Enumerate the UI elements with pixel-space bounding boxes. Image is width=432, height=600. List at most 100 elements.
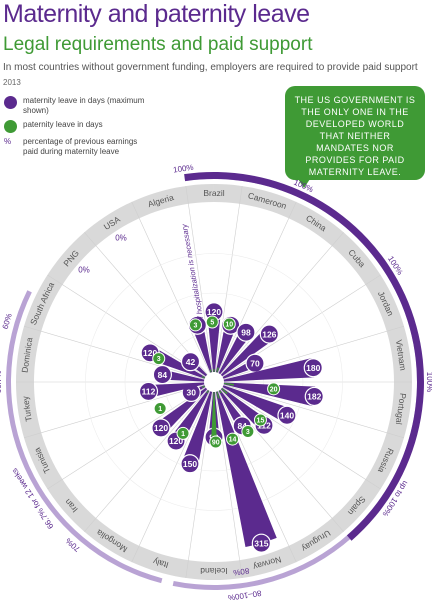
maternity-value-label: 182	[307, 392, 321, 402]
divider-spoke	[222, 387, 381, 490]
grid-circle	[124, 292, 304, 472]
maternity-value-label: 120	[207, 307, 221, 317]
grid-circle	[85, 253, 343, 511]
maternity-value-label: 30	[186, 388, 196, 398]
divider-spoke	[131, 201, 211, 374]
maternity-value-label: 126	[262, 329, 276, 339]
year-label: 2013	[3, 78, 21, 87]
paternity-bar	[216, 367, 219, 373]
maternity-value-label: 120	[143, 348, 157, 358]
page-subtitle: Legal requirements and paid support	[3, 34, 313, 55]
maternity-value-badge	[236, 322, 256, 342]
divider-spoke	[185, 185, 213, 373]
page-title: Maternity and paternity leave	[3, 0, 310, 28]
maternity-value-badge	[151, 418, 171, 438]
divider-spoke	[215, 185, 243, 373]
country-label: Portugal	[394, 393, 408, 426]
percent-label: 80%	[233, 566, 250, 577]
paternity-bar	[201, 385, 206, 389]
paternity-value-badge	[209, 435, 223, 449]
paternity-value-label: 90	[212, 440, 220, 447]
callout-tail	[296, 176, 312, 188]
paternity-value-badge	[188, 318, 202, 332]
maternity-bar	[223, 382, 316, 407]
paternity-swatch-icon	[4, 120, 17, 133]
maternity-value-badge	[277, 405, 297, 425]
percent-label: 66.7%	[0, 371, 3, 394]
maternity-value-label: 140	[280, 411, 294, 421]
paternity-value-label: 3	[194, 323, 198, 330]
maternity-value-label: 42	[186, 357, 196, 367]
maternity-value-label: 120	[169, 436, 183, 446]
divider-spoke	[217, 201, 297, 374]
maternity-value-label: 315	[254, 538, 268, 548]
country-label: Turkey	[20, 395, 34, 423]
divider-spoke	[220, 389, 344, 532]
paternity-bar	[223, 382, 234, 386]
paternity-value-badge	[205, 315, 219, 329]
paternity-value-badge	[253, 413, 267, 427]
divider-spoke	[23, 325, 205, 380]
paternity-bar	[213, 368, 215, 373]
paternity-bar	[216, 391, 220, 399]
percent-label: 0%	[78, 265, 90, 274]
maternity-bar	[161, 369, 205, 382]
divider-spoke	[84, 232, 208, 375]
maternity-bar	[191, 323, 213, 373]
paternity-value-label: 3	[157, 356, 161, 363]
divider-spoke	[217, 390, 297, 563]
divider-spoke	[47, 387, 206, 490]
maternity-value-label: 70	[250, 358, 260, 368]
percent-label: 60%	[1, 312, 14, 330]
maternity-bar	[223, 358, 315, 382]
paternity-value-label: 1	[181, 431, 185, 438]
maternity-bar	[147, 382, 205, 398]
maternity-value-badge	[303, 358, 323, 378]
divider-spoke	[23, 384, 205, 439]
maternity-value-badge	[180, 454, 200, 474]
us-callout: The US government is the only one in the…	[285, 86, 425, 180]
maternity-bar	[182, 391, 213, 466]
maternity-value-badge	[304, 386, 324, 407]
legend-maternity-label: maternity leave in days (maximum shown)	[23, 96, 145, 115]
divider-spoke	[215, 391, 243, 579]
paternity-value-badge	[153, 401, 167, 415]
paternity-value-label: 3	[246, 429, 250, 436]
country-label: Italy	[151, 556, 169, 570]
divider-spoke	[223, 384, 405, 439]
maternity-value-label: 120	[154, 423, 168, 433]
legend-paternity-label: paternity leave in days	[23, 120, 103, 129]
maternity-value-label: 98	[241, 327, 251, 337]
maternity-value-label: 84	[158, 370, 168, 380]
percent-icon: %	[4, 137, 12, 146]
paternity-value-label: 20	[270, 386, 278, 393]
percent-label: 100%	[425, 372, 432, 392]
paternity-value-badge	[152, 352, 166, 366]
tagline: In most countries without government fun…	[3, 62, 418, 73]
maternity-bar	[220, 328, 274, 377]
paternity-value-label: 1	[158, 406, 162, 413]
maternity-value-label: 112	[257, 421, 271, 431]
maternity-value-label: 84	[237, 421, 247, 431]
paternity-value-label: 5	[210, 320, 214, 327]
paternity-value-badge	[226, 432, 240, 446]
maternity-bar	[215, 391, 277, 548]
divider-spoke	[131, 390, 211, 563]
divider-spoke	[185, 391, 213, 579]
maternity-bar	[215, 323, 237, 373]
legend: maternity leave in days (maximum shown) …	[4, 96, 153, 161]
paternity-value-badge	[267, 382, 281, 396]
paternity-value-label: 14	[229, 437, 237, 444]
divider-spoke	[84, 389, 208, 532]
divider-spoke	[220, 232, 344, 375]
divider-spoke	[47, 274, 206, 377]
maternity-bar	[222, 385, 290, 423]
maternity-value-badge	[251, 533, 271, 553]
percent-label: 0%	[115, 233, 127, 242]
paternity-value-label: 15	[257, 418, 265, 425]
country-label: Brazil	[203, 188, 224, 198]
legend-maternity: maternity leave in days (maximum shown)	[4, 96, 153, 116]
paternity-bar	[201, 375, 206, 379]
country-label: Vietnam	[394, 339, 408, 371]
